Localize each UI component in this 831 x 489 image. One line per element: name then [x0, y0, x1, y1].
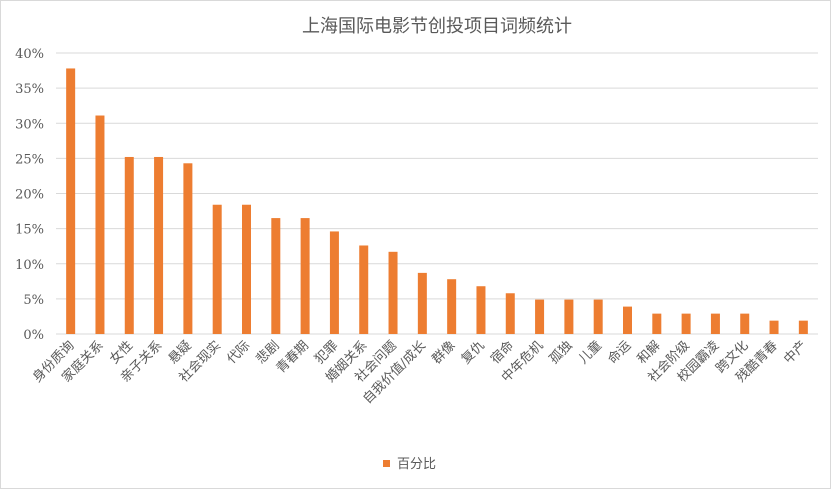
y-tick-label: 40%	[15, 47, 44, 62]
x-tick-label: 代际	[224, 338, 253, 367]
bar	[740, 313, 750, 334]
bar	[447, 279, 457, 334]
bar	[66, 68, 76, 334]
bar	[564, 299, 574, 334]
bar	[154, 156, 164, 334]
legend-swatch	[383, 460, 390, 467]
y-tick-label: 10%	[15, 258, 44, 273]
bar	[124, 156, 134, 334]
bar	[95, 115, 105, 335]
bar	[183, 163, 193, 334]
y-tick-label: 25%	[15, 152, 44, 167]
bar	[652, 313, 662, 334]
bar	[242, 204, 251, 334]
x-tick-label: 命运	[605, 338, 635, 368]
bar	[300, 218, 310, 334]
x-tick-label: 群像	[429, 338, 458, 367]
x-tick-label: 青春期	[274, 338, 312, 376]
y-tick-label: 5%	[23, 293, 44, 308]
bar	[505, 293, 515, 334]
y-tick-label: 35%	[15, 82, 44, 97]
bar	[593, 299, 603, 334]
bar	[476, 286, 486, 334]
bar	[359, 245, 369, 334]
bars	[66, 68, 808, 335]
bar	[798, 320, 808, 334]
chart-title: 上海国际电影节创投项目词频统计	[302, 16, 572, 37]
y-tick-label: 30%	[15, 117, 44, 132]
x-tick-label: 中产	[781, 338, 810, 367]
x-tick-label: 复仇	[459, 338, 488, 367]
bar	[417, 272, 427, 334]
y-tick-label: 15%	[15, 223, 44, 238]
legend-label: 百分比	[397, 457, 436, 472]
legend: 百分比	[383, 457, 436, 472]
bar	[681, 313, 691, 334]
y-tick-label: 20%	[15, 188, 44, 203]
bar	[769, 320, 779, 334]
x-tick-label: 儿童	[575, 338, 605, 368]
bar	[710, 313, 720, 334]
bar	[388, 251, 398, 334]
bar	[329, 231, 339, 334]
grid-lines	[56, 52, 818, 335]
x-tick-label: 孤独	[547, 338, 576, 367]
bar	[623, 306, 632, 334]
y-tick-label: 0%	[23, 328, 44, 343]
y-axis-ticks: 0% 5% 10% 15% 20% 25% 30% 35% 40%	[15, 47, 44, 343]
bar	[212, 204, 222, 334]
bar	[271, 218, 281, 334]
bar	[535, 299, 545, 334]
